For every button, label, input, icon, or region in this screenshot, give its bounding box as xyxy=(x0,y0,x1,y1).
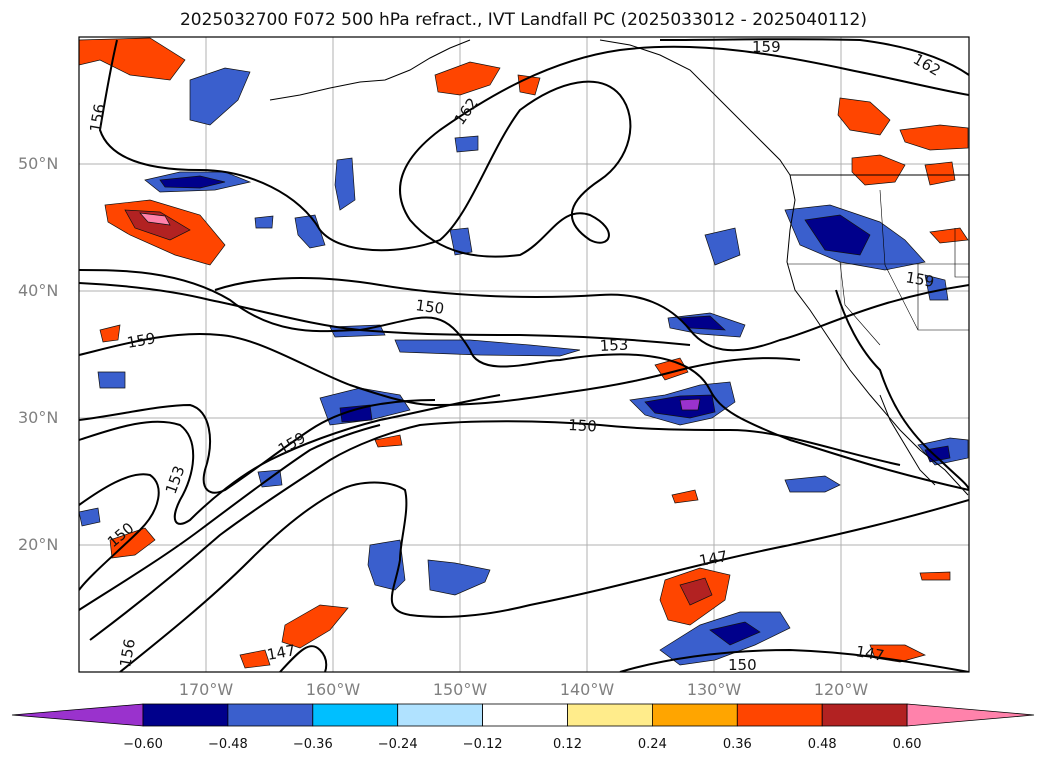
colorbar-segment xyxy=(567,703,653,727)
contour-label: 147 xyxy=(266,641,297,664)
cool-anomaly xyxy=(924,445,951,463)
warm-anomaly xyxy=(124,209,191,241)
cool-anomaly xyxy=(159,175,226,189)
cool-anomaly xyxy=(454,135,479,153)
map-title: 2025032700 F072 500 hPa refract., IVT La… xyxy=(179,10,867,30)
colorbar-tick-label: 0.60 xyxy=(892,737,922,752)
colorbar-tick-label: 0.24 xyxy=(637,737,667,752)
colorbar-tick-label: 0.48 xyxy=(807,737,837,752)
contour-label: 150 xyxy=(568,416,598,435)
cool-anomaly xyxy=(254,215,274,229)
colorbar-tick-label: −0.24 xyxy=(377,737,418,752)
warm-anomaly xyxy=(99,324,121,343)
cool-anomaly xyxy=(449,227,473,256)
lon-label: 150°W xyxy=(432,680,488,699)
colorbar-segment xyxy=(142,703,229,727)
contour-label: 159 xyxy=(752,38,781,56)
colorbar-segment xyxy=(821,703,908,727)
baja-coast xyxy=(879,394,936,486)
warm-anomaly xyxy=(139,212,171,226)
warm-anomaly xyxy=(679,577,713,606)
state-border xyxy=(954,228,969,278)
contour-label: 156 xyxy=(116,637,139,668)
colorbar xyxy=(11,703,1035,727)
coastlines xyxy=(269,39,969,496)
height-contours xyxy=(79,38,969,672)
contour-label: 147 xyxy=(698,547,729,570)
warm-anomaly xyxy=(851,154,906,186)
cool-anomaly xyxy=(394,339,581,357)
lon-label: 120°W xyxy=(813,680,869,699)
warm-anomaly xyxy=(374,434,403,448)
contour-label: 159 xyxy=(126,329,157,352)
colorbar-segment xyxy=(397,703,484,727)
colorbar-segment xyxy=(482,703,568,727)
lon-label: 160°W xyxy=(305,680,361,699)
cool-anomaly xyxy=(79,507,101,527)
alaska-coast xyxy=(599,39,791,176)
contour-label: 156 xyxy=(86,102,109,133)
na-west-coast xyxy=(786,174,969,496)
colorbar-tick-label: 0.36 xyxy=(722,737,752,752)
contour-label: 162 xyxy=(451,95,482,129)
lat-label: 20°N xyxy=(18,535,59,554)
cool-anomaly xyxy=(709,621,761,646)
colorbar-segment xyxy=(736,703,823,727)
state-border xyxy=(839,261,881,346)
contour-labels: 150 153 150 159 159 153 150 147 147 150 … xyxy=(86,38,944,674)
warm-anomaly xyxy=(929,227,969,244)
colorbar-arrow-low xyxy=(11,703,144,727)
lat-label: 30°N xyxy=(18,408,59,427)
lat-label: 50°N xyxy=(18,154,59,173)
colorbar-tick-label: −0.48 xyxy=(207,737,248,752)
alaska-coast xyxy=(269,39,471,101)
colorbar-segment xyxy=(227,703,314,727)
colorbar-segment xyxy=(312,703,399,727)
lon-label: 130°W xyxy=(686,680,742,699)
warm-anomaly xyxy=(79,37,186,81)
colorbar-tick-label: −0.12 xyxy=(462,737,503,752)
warm-anomaly xyxy=(239,649,271,669)
warm-anomaly xyxy=(434,61,501,96)
warm-anomaly xyxy=(899,124,969,151)
map-frame xyxy=(78,36,970,673)
cool-anomaly xyxy=(334,157,356,211)
cool-anomaly xyxy=(784,475,841,493)
lon-label: 170°W xyxy=(178,680,234,699)
lon-label: 140°W xyxy=(559,680,615,699)
cool-anomaly xyxy=(97,371,126,389)
cool-anomaly xyxy=(679,398,701,411)
cool-anomaly xyxy=(704,227,741,266)
warm-anomaly xyxy=(281,604,349,649)
contour-label: 153 xyxy=(599,336,629,355)
lat-label: 40°N xyxy=(18,281,59,300)
warm-anomaly xyxy=(919,571,951,581)
contour-label: 159 xyxy=(904,268,935,291)
refractivity-shading xyxy=(79,37,969,669)
warm-anomaly xyxy=(671,489,699,504)
colorbar-tick-label: −0.36 xyxy=(292,737,333,752)
contour-label: 150 xyxy=(414,296,445,318)
colorbar-segment xyxy=(652,703,738,727)
contour-label: 162 xyxy=(910,50,944,80)
cool-anomaly xyxy=(804,214,871,256)
state-border xyxy=(879,189,969,331)
warm-anomaly xyxy=(837,97,891,136)
cool-anomaly xyxy=(339,404,373,423)
colorbar-arrow-high xyxy=(906,703,1035,727)
cool-anomaly xyxy=(427,559,491,596)
colorbar-tick-label: 0.12 xyxy=(553,737,582,752)
contour-label: 150 xyxy=(728,656,757,674)
warm-anomaly xyxy=(924,161,956,186)
contour-label: 147 xyxy=(854,642,885,665)
cool-anomaly xyxy=(294,214,326,249)
colorbar-tick-label: −0.60 xyxy=(123,737,163,752)
cool-anomaly xyxy=(189,67,251,126)
